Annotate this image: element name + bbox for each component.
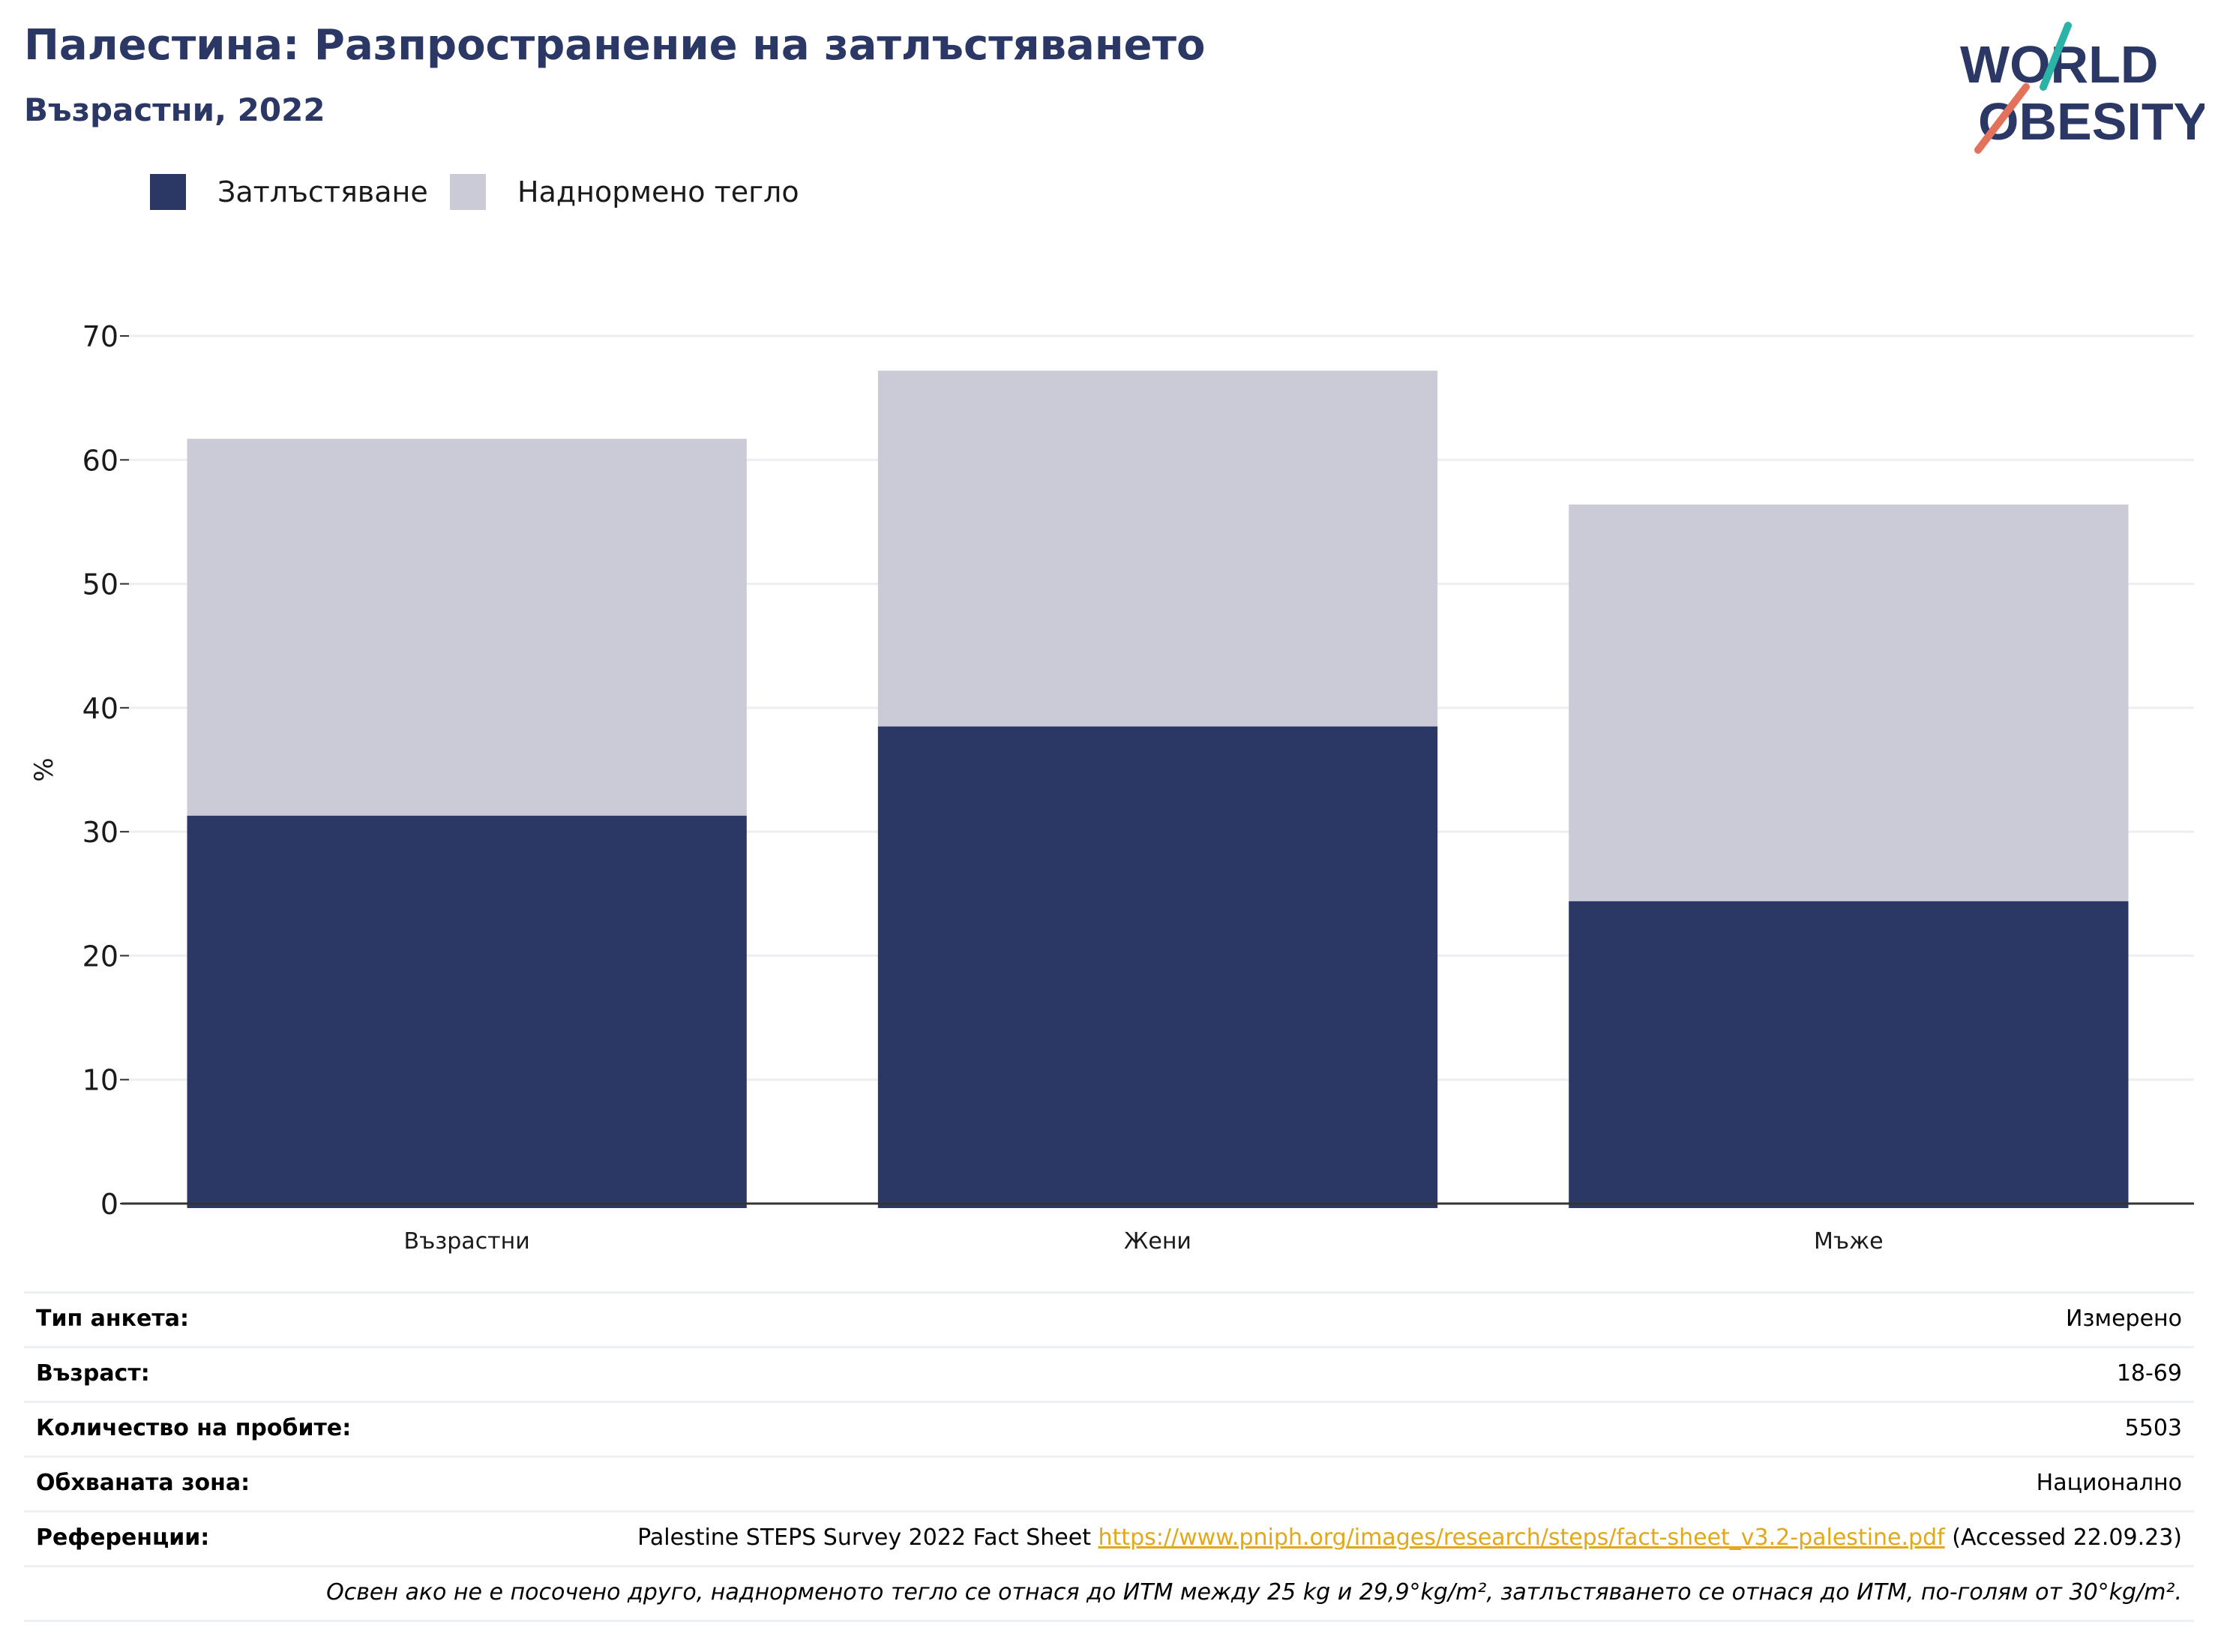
reference-link[interactable]: https://www.pniph.org/images/research/st… <box>1098 1525 1945 1551</box>
bar-obesity <box>1569 901 2129 1208</box>
sample-size-value: 5503 <box>2124 1415 2182 1441</box>
footnote: Освен ако не е посочено друго, наднормен… <box>326 1579 2182 1606</box>
bar-overweight <box>1569 504 2129 901</box>
info-row-references: Референции: Palestine STEPS Survey 2022 … <box>24 1510 2194 1565</box>
survey-type-value: Измерено <box>2066 1306 2182 1332</box>
info-row-age: Възраст: 18-69 <box>24 1346 2194 1401</box>
bar-overweight <box>877 370 1438 727</box>
area-label: Обхваната зона: <box>36 1470 250 1496</box>
chart-subtitle: Възрастни, 2022 <box>24 91 325 128</box>
survey-type-label: Тип анкета: <box>36 1306 189 1332</box>
chart-title: Палестина: Разпространение на затлъстява… <box>24 21 1206 70</box>
world-obesity-logo: WORLD OBESITY <box>1960 22 2205 154</box>
info-row-area: Обхваната зона: Национално <box>24 1456 2194 1510</box>
info-row-survey-type: Тип анкета: Измерено <box>24 1291 2194 1346</box>
bar-overweight <box>187 439 747 816</box>
legend-swatch-overweight <box>450 174 486 210</box>
info-row-sample-size: Количество на пробите: 5503 <box>24 1401 2194 1456</box>
y-tick-label: 60 <box>82 444 118 477</box>
sample-size-label: Количество на пробите: <box>36 1415 352 1441</box>
reference-accessed: (Accessed 22.09.23) <box>1952 1525 2182 1551</box>
logo-coral-slash <box>1974 83 2030 154</box>
y-tick-label: 40 <box>82 692 118 725</box>
bar-obesity <box>187 815 747 1208</box>
area-value: Национално <box>2036 1470 2182 1496</box>
y-tick-label: 70 <box>82 320 118 353</box>
info-row-footnote: Освен ако не е посочено друго, наднормен… <box>24 1565 2194 1622</box>
y-tick-label: 30 <box>82 816 118 849</box>
bar-chart: 0 10 20 30 40 50 60 70% Възрастни Жени Мъже <box>29 320 2194 1255</box>
bar-obesity <box>877 726 1438 1208</box>
x-tick-label: Жени <box>1124 1228 1191 1255</box>
x-tick-label: Мъже <box>1814 1228 1884 1255</box>
age-label: Възраст: <box>36 1360 150 1387</box>
age-value: 18-69 <box>2116 1360 2182 1387</box>
legend-label-overweight: Наднормено тегло <box>517 175 799 208</box>
y-tick-label: 50 <box>82 568 118 601</box>
info-table: Тип анкета: Измерено Възраст: 18-69 Коли… <box>24 1291 2194 1622</box>
y-axis-label: % <box>29 757 59 781</box>
y-tick-label: 0 <box>100 1188 118 1221</box>
legend-label-obesity: Затлъстяване <box>217 175 428 208</box>
reference-source: Palestine STEPS Survey 2022 Fact Sheet <box>637 1525 1091 1551</box>
references-value: Palestine STEPS Survey 2022 Fact Sheet h… <box>637 1525 2182 1551</box>
references-label: Референции: <box>36 1525 210 1551</box>
y-tick-label: 20 <box>82 940 118 973</box>
x-tick-label: Възрастни <box>404 1228 530 1255</box>
legend-swatch-obesity <box>150 174 186 210</box>
y-tick-label: 10 <box>82 1064 118 1097</box>
logo-teal-slash <box>2040 22 2072 91</box>
